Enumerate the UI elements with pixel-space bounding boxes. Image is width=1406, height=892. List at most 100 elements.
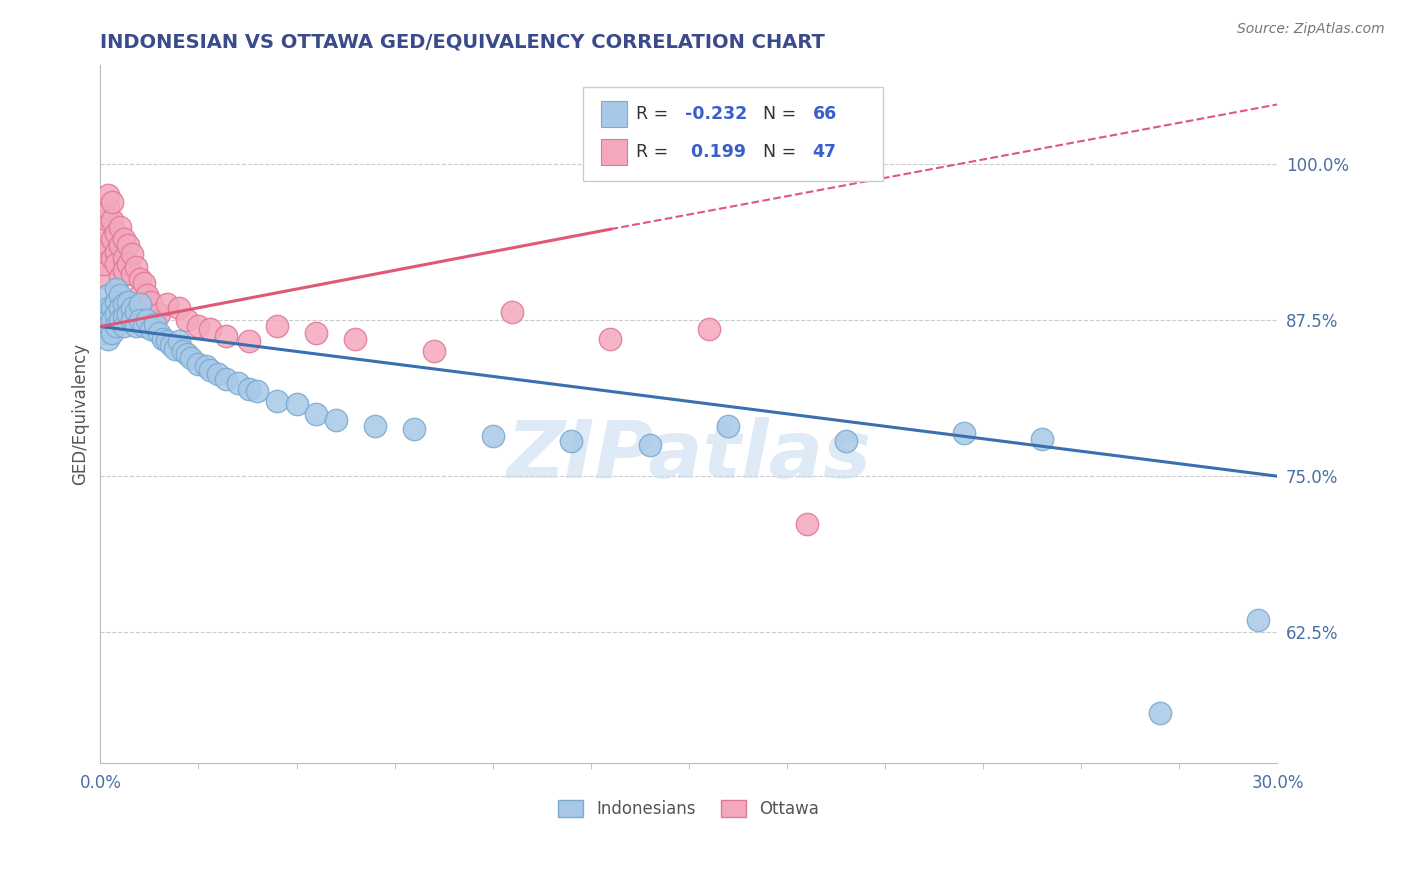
Point: [101, 313, 124, 327]
Point: [112, 319, 135, 334]
Point: [105, 226, 128, 240]
Point: [501, 304, 523, 318]
Point: [128, 313, 150, 327]
Point: [93, 307, 115, 321]
Point: [266, 394, 288, 409]
Point: [180, 351, 202, 365]
Bar: [600, 138, 627, 165]
Point: [187, 357, 209, 371]
Point: [97, 226, 120, 240]
Point: [93, 313, 115, 327]
Point: [124, 319, 146, 334]
Point: [105, 244, 128, 259]
Point: [124, 260, 146, 274]
Point: [105, 294, 128, 309]
Legend: Indonesians, Ottawa: Indonesians, Ottawa: [551, 793, 827, 825]
Point: [128, 272, 150, 286]
Text: -0.232: -0.232: [685, 105, 748, 123]
Point: [163, 342, 186, 356]
Point: [97, 332, 120, 346]
Point: [423, 344, 446, 359]
Point: [156, 334, 179, 349]
Point: [121, 267, 143, 281]
Y-axis label: GED/Equivalency: GED/Equivalency: [72, 343, 89, 485]
Point: [238, 334, 260, 349]
Point: [93, 257, 115, 271]
Point: [93, 269, 115, 284]
Point: [128, 297, 150, 311]
Point: [97, 213, 120, 227]
Point: [105, 307, 128, 321]
Point: [117, 238, 139, 252]
Point: [152, 332, 174, 346]
Point: [108, 301, 131, 315]
Point: [132, 276, 155, 290]
Point: [285, 397, 308, 411]
FancyBboxPatch shape: [583, 87, 883, 181]
Point: [148, 307, 170, 321]
Point: [105, 282, 128, 296]
Point: [638, 438, 661, 452]
Point: [93, 326, 115, 340]
Point: [112, 310, 135, 324]
Point: [481, 429, 503, 443]
Point: [97, 313, 120, 327]
Point: [226, 376, 249, 390]
Point: [105, 319, 128, 334]
Point: [195, 359, 218, 374]
Point: [97, 238, 120, 252]
Text: R =: R =: [636, 143, 673, 161]
Point: [246, 384, 269, 399]
Point: [121, 313, 143, 327]
Point: [143, 317, 166, 331]
Point: [200, 322, 222, 336]
Point: [101, 194, 124, 209]
Bar: [600, 101, 627, 128]
Point: [108, 269, 131, 284]
Point: [215, 329, 238, 343]
Point: [148, 326, 170, 340]
Point: [176, 347, 198, 361]
Point: [141, 322, 163, 336]
Point: [305, 326, 328, 340]
Point: [167, 301, 190, 315]
Point: [325, 413, 347, 427]
Point: [1031, 432, 1053, 446]
Point: [141, 294, 163, 309]
Point: [101, 326, 124, 340]
Text: ZIPatlas: ZIPatlas: [506, 417, 872, 495]
Text: N =: N =: [763, 143, 801, 161]
Point: [117, 294, 139, 309]
Point: [1149, 706, 1171, 721]
Point: [97, 188, 120, 202]
Text: Source: ZipAtlas.com: Source: ZipAtlas.com: [1237, 22, 1385, 37]
Text: N =: N =: [763, 105, 801, 123]
Point: [835, 434, 858, 449]
Point: [105, 257, 128, 271]
Point: [344, 332, 367, 346]
Point: [101, 301, 124, 315]
Point: [187, 319, 209, 334]
Text: 47: 47: [813, 143, 837, 161]
Point: [121, 247, 143, 261]
Point: [108, 288, 131, 302]
Point: [136, 313, 159, 327]
Point: [97, 319, 120, 334]
Point: [112, 232, 135, 246]
Point: [132, 319, 155, 334]
Text: R =: R =: [636, 105, 673, 123]
Point: [176, 313, 198, 327]
Point: [112, 297, 135, 311]
Text: 66: 66: [813, 105, 837, 123]
Point: [117, 307, 139, 321]
Point: [200, 363, 222, 377]
Text: INDONESIAN VS OTTAWA GED/EQUIVALENCY CORRELATION CHART: INDONESIAN VS OTTAWA GED/EQUIVALENCY COR…: [100, 33, 825, 52]
Point: [128, 288, 150, 302]
Point: [599, 332, 621, 346]
Point: [215, 372, 238, 386]
Point: [101, 232, 124, 246]
Point: [167, 334, 190, 349]
Point: [136, 288, 159, 302]
Point: [97, 301, 120, 315]
Point: [238, 382, 260, 396]
